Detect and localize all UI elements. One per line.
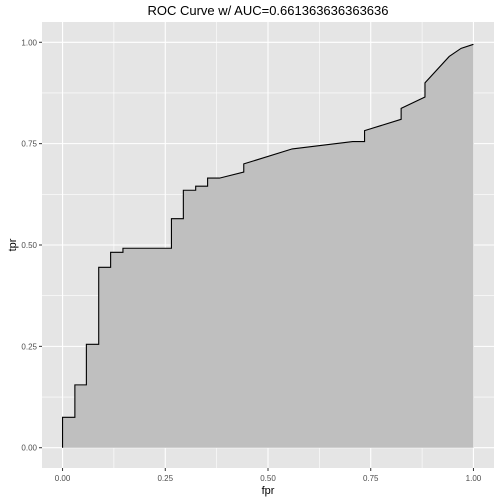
- chart-title: ROC Curve w/ AUC=0.661363636363636: [147, 3, 388, 18]
- x-tick-label: 0.25: [157, 474, 173, 483]
- y-tick-label: 0.50: [21, 241, 37, 250]
- y-axis-title: tpr: [7, 238, 19, 251]
- y-tick-label: 1.00: [21, 38, 37, 47]
- x-tick-label: 0.50: [260, 474, 276, 483]
- y-tick-label: 0.00: [21, 444, 37, 453]
- x-tick-label: 0.75: [363, 474, 379, 483]
- y-tick-label: 0.75: [21, 140, 37, 149]
- x-tick-label: 1.00: [466, 474, 482, 483]
- x-axis-title: fpr: [262, 485, 275, 497]
- x-tick-label: 0.00: [55, 474, 71, 483]
- y-tick-label: 0.25: [21, 342, 37, 351]
